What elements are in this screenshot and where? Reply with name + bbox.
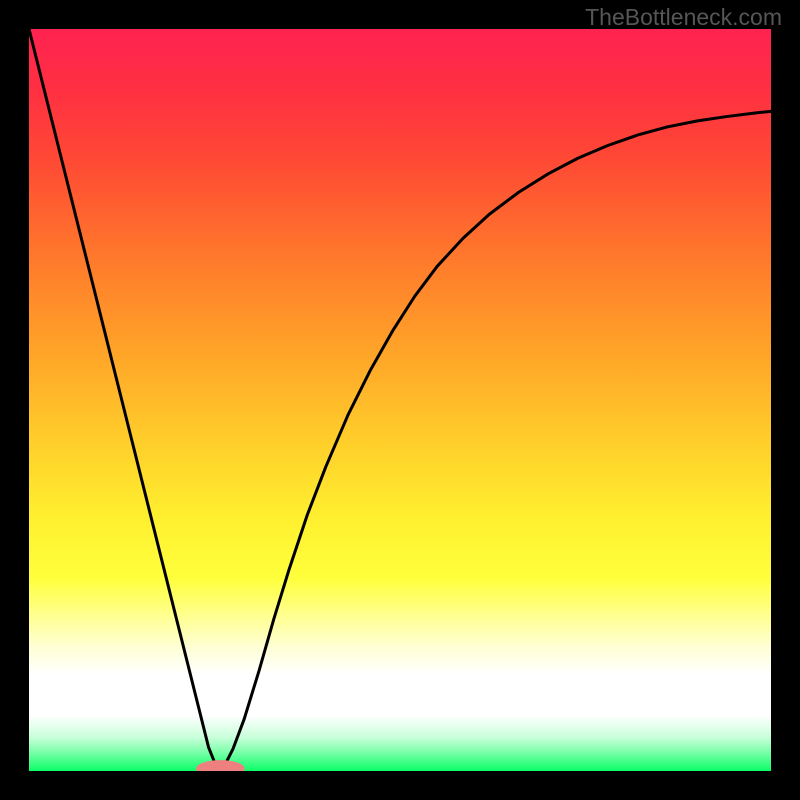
- plot-area: [29, 29, 771, 771]
- gradient-background: [29, 29, 771, 771]
- watermark-text: TheBottleneck.com: [585, 4, 782, 31]
- plot-svg: [29, 29, 771, 771]
- chart-frame: TheBottleneck.com: [0, 0, 800, 800]
